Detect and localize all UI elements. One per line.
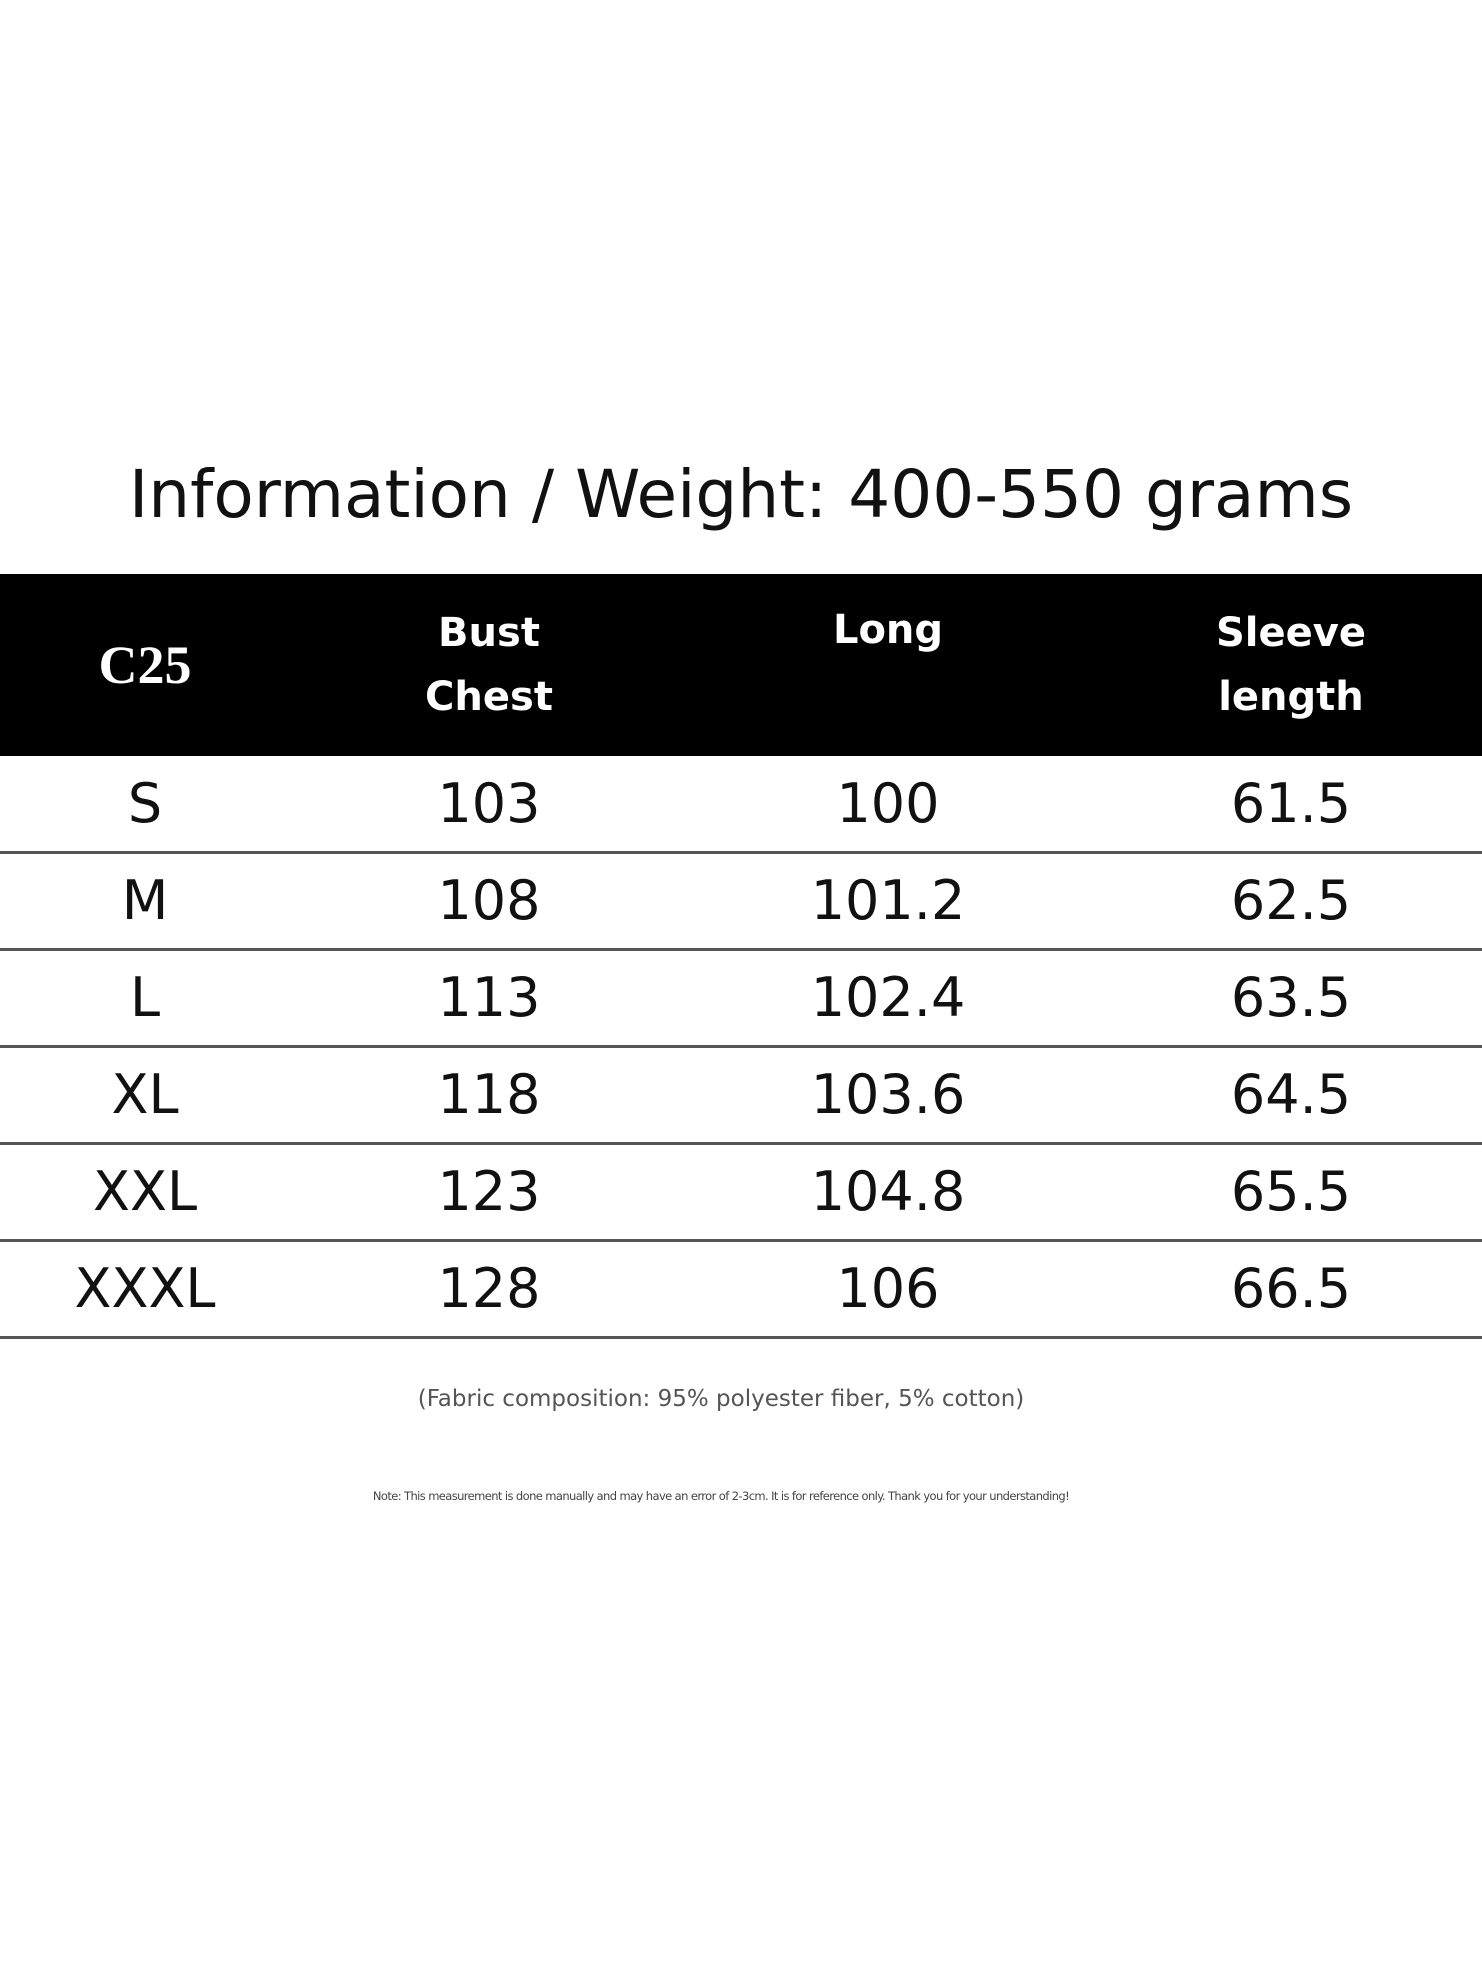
header-line: length	[1218, 674, 1364, 720]
table-header: C25 Bust Chest Long Sleeve length	[0, 574, 1482, 756]
header-line: Sleeve	[1216, 610, 1366, 656]
table-cell: 123	[437, 1160, 541, 1223]
header-line: Long	[832, 607, 944, 653]
table-row: L 113 102.4 63.5	[0, 951, 1482, 1048]
table-cell: 101.2	[810, 869, 966, 932]
table-cell: 102.4	[810, 966, 966, 1029]
table-cell: 65.5	[1230, 1160, 1352, 1223]
header-cell: Long	[718, 574, 1058, 756]
table-row: M 108 101.2 62.5	[0, 854, 1482, 951]
table-cell: 103.6	[810, 1063, 966, 1126]
table-row: XL 118 103.6 64.5	[0, 1048, 1482, 1145]
table-cell: 113	[437, 966, 541, 1029]
table-cell: 128	[437, 1257, 541, 1320]
table-cell: 106	[836, 1257, 940, 1320]
table-cell: 64.5	[1230, 1063, 1352, 1126]
fabric-note: (Fabric composition: 95% polyester fiber…	[417, 1386, 1025, 1412]
table-cell: XL	[111, 1063, 179, 1126]
header-cell: Sleeve length	[1121, 574, 1461, 756]
table-cell: L	[129, 966, 161, 1029]
table-cell: 62.5	[1230, 869, 1352, 932]
table-cell: M	[121, 869, 169, 932]
header-cell: Bust Chest	[319, 574, 659, 756]
header-line: Chest	[425, 674, 553, 720]
table-cell: XXXL	[74, 1257, 216, 1320]
title: Information / Weight: 400-550 grams	[128, 456, 1354, 533]
table-cell: 66.5	[1230, 1257, 1352, 1320]
table-cell: 108	[437, 869, 541, 932]
header-cell: C25	[0, 574, 315, 756]
table-row: XXL 123 104.8 65.5	[0, 1145, 1482, 1242]
table-cell: 63.5	[1230, 966, 1352, 1029]
table-cell: 103	[437, 772, 541, 835]
header-line: C25	[98, 635, 192, 695]
table-row: S 103 100 61.5	[0, 757, 1482, 854]
table-cell: 104.8	[810, 1160, 966, 1223]
table-cell: S	[127, 772, 163, 835]
table-cell: 100	[836, 772, 940, 835]
table-row: XXXL 128 106 66.5	[0, 1242, 1482, 1339]
header-line: Bust	[438, 610, 540, 656]
table-cell: 61.5	[1230, 772, 1352, 835]
table-cell: XXL	[92, 1160, 198, 1223]
table-cell: 118	[437, 1063, 541, 1126]
measurement-note: Note: This measurement is done manually …	[372, 1489, 1070, 1503]
